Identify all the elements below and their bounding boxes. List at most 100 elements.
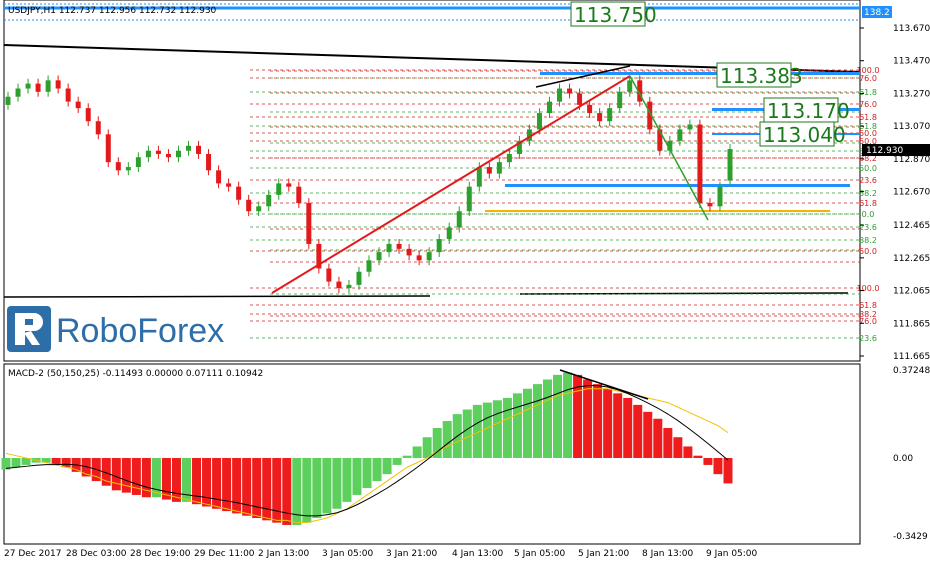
time-tick-label: 28 Dec 19:00 — [130, 549, 191, 559]
price-tick-label: 113.670 — [893, 24, 930, 34]
candle-body — [536, 113, 542, 130]
candle-body — [717, 186, 723, 207]
candle-body — [75, 101, 81, 109]
time-tick-label: 3 Jan 05:00 — [322, 549, 374, 559]
price-tick-label: 112.870 — [893, 155, 930, 165]
candle-body — [276, 183, 282, 195]
divergence-line-macd — [559, 369, 649, 400]
fibo-level-label: 38.2 — [859, 310, 877, 319]
macd-bar — [723, 458, 733, 484]
price-pane — [3, 0, 861, 362]
candle-body — [135, 157, 141, 168]
macd-bar — [342, 458, 352, 502]
candle-body — [196, 145, 202, 154]
macd-bar — [11, 458, 21, 468]
macd-bar — [643, 411, 653, 458]
candle-body — [376, 252, 382, 261]
rising-trendline — [271, 75, 631, 294]
macd-bar — [312, 458, 322, 519]
candle-body — [226, 183, 232, 187]
candle-body — [236, 186, 242, 200]
svg-text:113.750: 113.750 — [574, 3, 657, 27]
candle-body — [516, 140, 522, 154]
macd-tick-label: -0.3429 — [893, 532, 928, 542]
candle-body — [206, 153, 212, 171]
fibo-level-label: 61.8 — [859, 113, 877, 122]
macd-bar — [171, 458, 181, 502]
macd-bar — [543, 379, 552, 458]
candle-body — [607, 108, 613, 122]
candle-body — [677, 129, 683, 141]
price-tick-label: 111.665 — [893, 352, 930, 362]
macd-bar — [673, 437, 683, 458]
macd-bar — [583, 379, 593, 458]
macd-bar — [522, 388, 532, 458]
candle-body — [426, 252, 432, 261]
symbol-info: USDJPY,H1 112.737 112.956 112.732 112.93… — [8, 6, 217, 16]
candle-body — [336, 281, 342, 289]
candle-body — [526, 129, 532, 141]
candle-body — [95, 121, 101, 135]
fibo-level-label: 100.0 — [857, 66, 880, 75]
candle-body — [326, 268, 332, 282]
candle-body — [286, 183, 292, 187]
impulse-line — [629, 75, 709, 221]
candle-body — [256, 206, 262, 212]
candle-body — [667, 140, 673, 151]
candle-body — [316, 243, 322, 269]
macd-bar — [282, 458, 292, 525]
macd-bar — [462, 409, 472, 458]
target-label-113040: 113.040 — [759, 121, 846, 147]
candle-body — [165, 153, 171, 158]
candle-body — [647, 101, 653, 130]
macd-bar — [121, 458, 131, 493]
macd-bar — [192, 458, 202, 505]
candle-body — [496, 162, 502, 174]
candle-body — [186, 145, 191, 151]
price-tick-label: 113.070 — [893, 122, 930, 132]
macd-bar — [693, 455, 703, 458]
current-price-tag: 112.930 — [862, 144, 930, 156]
svg-text:112.930: 112.930 — [866, 146, 903, 156]
candle-body — [175, 150, 181, 158]
top-fibo-tag: 138.2 — [862, 6, 892, 18]
macd-bar — [141, 458, 151, 498]
candle-body — [617, 91, 623, 109]
fibo-level-label: 23.6 — [859, 176, 877, 185]
macd-bar — [563, 372, 573, 458]
candle-body — [577, 93, 583, 105]
fibo-level-label: 76.0 — [859, 100, 877, 109]
macd-bar — [111, 458, 121, 491]
candle-body — [25, 83, 31, 89]
target-label-113383: 113.383 — [716, 62, 803, 88]
time-tick-label: 9 Jan 05:00 — [706, 549, 758, 559]
macd-bar — [232, 458, 242, 514]
fibo-grid-right: 100.076.061.876.061.861.850.050.038.238.… — [250, 66, 879, 343]
macd-bar — [101, 458, 111, 486]
time-tick-label: 3 Jan 21:00 — [386, 549, 438, 559]
target-label-113750: 113.750 — [570, 1, 657, 27]
price-tick-label: 112.670 — [893, 188, 930, 198]
price-tick-label: 112.065 — [893, 287, 930, 297]
macd-main-line — [5, 385, 729, 517]
macd-bar — [412, 446, 422, 458]
fibo-level-label: 38.2 — [859, 189, 877, 198]
candle-body — [416, 255, 422, 261]
candle-body — [356, 271, 362, 285]
macd-bar — [492, 400, 502, 458]
macd-bar — [161, 458, 171, 500]
fibo-level-label: 61.8 — [859, 88, 877, 97]
candle-body — [366, 260, 372, 272]
macd-bar — [623, 397, 633, 458]
svg-text:113.040: 113.040 — [763, 123, 846, 147]
candle-body — [15, 88, 21, 97]
candle-body — [65, 88, 71, 102]
candle-body — [597, 113, 603, 122]
candle-body — [35, 83, 41, 92]
macd-axis: 0.37248 0.00 -0.3429 — [893, 366, 930, 542]
fibo-level-label: 61.8 — [859, 122, 877, 131]
candles-group — [5, 75, 733, 294]
macd-bar — [322, 458, 332, 514]
fibo-level-label: 50.0 — [859, 247, 877, 256]
macd-bar — [683, 446, 693, 458]
